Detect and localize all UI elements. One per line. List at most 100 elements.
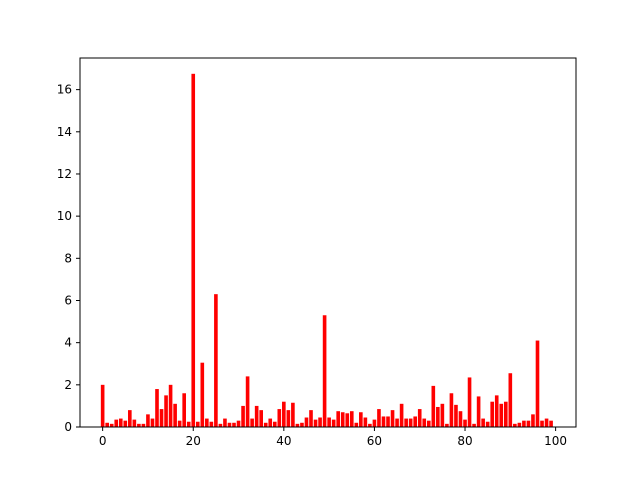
bar [359, 412, 363, 427]
x-tick-label: 60 [367, 434, 382, 448]
bar [336, 411, 340, 427]
bar [399, 403, 404, 427]
bar [526, 420, 531, 427]
bar [458, 411, 463, 427]
bar [513, 423, 517, 427]
bar [150, 418, 155, 427]
bar [100, 384, 105, 427]
x-tick-label: 100 [544, 434, 567, 448]
bar [105, 422, 109, 427]
bar [463, 419, 467, 427]
x-tick-label: 80 [457, 434, 472, 448]
bar [544, 418, 549, 427]
bar [227, 422, 232, 427]
bar [472, 423, 476, 427]
y-tick-label: 16 [57, 83, 72, 97]
bar [535, 340, 540, 427]
x-axis-ticks: 0 20 40 60 80 100 [99, 427, 567, 448]
y-tick-label: 12 [57, 167, 72, 181]
bar [408, 418, 413, 427]
bar [531, 414, 535, 427]
bar [272, 421, 277, 427]
bar [354, 422, 359, 427]
bar [114, 419, 119, 427]
bar [349, 411, 354, 427]
bar [309, 410, 313, 427]
y-axis-ticks: 0 2 4 6 8 10 12 14 16 [57, 83, 80, 434]
bar [522, 420, 526, 427]
bar [485, 421, 490, 427]
bar [417, 409, 422, 427]
bar [300, 422, 304, 427]
bar [155, 389, 159, 427]
bar [304, 417, 309, 427]
bar [368, 423, 372, 427]
bar [517, 422, 522, 427]
bar [263, 422, 268, 427]
bar [182, 393, 186, 427]
bar [268, 418, 273, 427]
bar [386, 416, 390, 427]
plot-area-frame [79, 57, 577, 428]
bar [123, 420, 128, 427]
bar [177, 420, 182, 427]
bar [445, 423, 449, 427]
bar [250, 418, 254, 427]
bar [322, 315, 327, 427]
bar [232, 422, 236, 427]
bar [218, 423, 223, 427]
bar [159, 409, 164, 427]
bar [146, 414, 150, 427]
bar [137, 423, 141, 427]
bar [381, 416, 386, 427]
bar [282, 401, 286, 427]
bar [345, 413, 350, 427]
bar-series [100, 73, 553, 427]
bar [390, 410, 395, 427]
bar [186, 421, 191, 427]
bar [494, 395, 499, 427]
bar [241, 405, 245, 427]
bar [318, 417, 322, 427]
y-tick-label: 8 [64, 251, 72, 265]
bar [214, 294, 218, 427]
bar [508, 373, 513, 427]
x-tick-label: 0 [99, 434, 107, 448]
bar [490, 401, 495, 427]
bar [254, 405, 259, 427]
bar [413, 416, 417, 427]
bar [331, 419, 336, 427]
y-tick-label: 2 [64, 378, 72, 392]
bar [277, 409, 282, 427]
bar [118, 418, 123, 427]
y-tick-label: 0 [64, 420, 72, 434]
bar [549, 420, 553, 427]
bar [404, 418, 408, 427]
bar [449, 393, 454, 427]
bar [205, 418, 209, 427]
bar [245, 376, 250, 427]
bar [128, 410, 132, 427]
y-tick-label: 10 [57, 209, 72, 223]
bar [173, 403, 177, 427]
bar [191, 73, 196, 427]
bar [476, 396, 481, 427]
bar [422, 418, 427, 427]
bar [141, 423, 146, 427]
bar [209, 421, 214, 427]
bar [467, 377, 472, 427]
bar [195, 421, 200, 427]
bar [132, 419, 137, 427]
bar [286, 410, 291, 427]
bar [436, 406, 440, 427]
bar [340, 412, 345, 427]
bar [440, 403, 445, 427]
y-tick-label: 4 [64, 336, 72, 350]
bar [372, 419, 377, 427]
bar [426, 420, 431, 427]
bar [377, 409, 381, 427]
bar [236, 420, 241, 427]
bar [481, 418, 485, 427]
